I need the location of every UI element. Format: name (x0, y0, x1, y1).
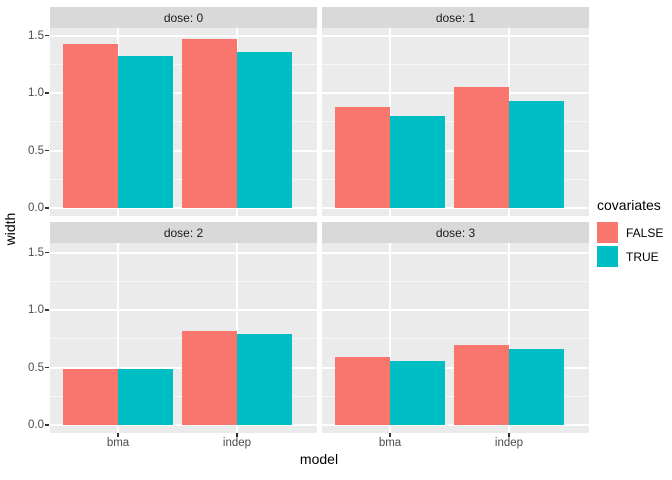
x-tick-label: indep (494, 437, 524, 449)
facet-strip: dose: 1 (322, 7, 589, 28)
y-axis-tick (45, 251, 49, 254)
x-tick-label: bma (106, 437, 130, 449)
y-axis-tick (45, 207, 49, 209)
legend-entry-false: FALSE (597, 222, 672, 243)
y-axis-tick (45, 34, 49, 37)
facet-strip: dose: 3 (322, 222, 589, 243)
x-axis-title: model (299, 451, 339, 467)
y-tick-label: 0.0 (28, 202, 44, 214)
gridline-major-vertical (117, 243, 119, 433)
gridline-minor (50, 280, 317, 282)
bar-indep-false (182, 38, 237, 208)
gridline-major (322, 207, 589, 209)
bar-bma-true (390, 116, 445, 208)
x-axis-tick (508, 433, 510, 437)
y-axis-tick (45, 149, 49, 152)
x-axis-tick (389, 433, 391, 437)
x-axis-tick (236, 433, 238, 437)
legend: covariates FALSE TRUE (597, 197, 672, 270)
bar-indep-true (237, 334, 292, 425)
bar-bma-true (118, 368, 173, 425)
y-tick-label: 1.5 (28, 246, 44, 259)
gridline-major (50, 309, 317, 311)
x-tick-label: indep (222, 437, 252, 449)
bar-indep-true (509, 349, 564, 425)
gridline-major (50, 424, 317, 426)
x-tick-label: bma (378, 437, 402, 449)
gridline-major (50, 34, 317, 37)
bar-indep-false (182, 330, 237, 425)
facet-panel (50, 243, 317, 433)
facet-panel (322, 243, 589, 433)
y-tick-label: 0.0 (28, 419, 44, 431)
y-tick-label: 1.0 (28, 87, 44, 99)
legend-swatch-false (597, 222, 618, 243)
gridline-minor (322, 280, 589, 282)
bar-indep-true (237, 51, 292, 208)
gridline-major (50, 207, 317, 209)
bar-bma-false (335, 106, 390, 208)
y-axis-tick (45, 92, 49, 94)
legend-entry-true: TRUE (597, 246, 672, 267)
y-tick-label: 1.0 (28, 304, 44, 316)
facet-strip: dose: 0 (50, 7, 317, 28)
gridline-minor (322, 63, 589, 65)
legend-swatch-true (597, 246, 618, 267)
legend-label: FALSE (626, 225, 664, 240)
gridline-major (322, 424, 589, 426)
gridline-major-vertical (508, 243, 510, 433)
gridline-major-vertical (389, 243, 391, 433)
y-tick-label: 0.5 (28, 361, 44, 374)
legend-title: covariates (597, 197, 661, 213)
y-axis-tick (45, 309, 49, 311)
y-axis-tick (45, 366, 49, 369)
bar-indep-true (509, 101, 564, 208)
y-tick-label: 1.5 (28, 29, 44, 42)
gridline-minor (322, 338, 589, 340)
bar-indep-false (454, 344, 509, 425)
y-axis-title: width (2, 212, 18, 246)
y-axis-tick (45, 424, 49, 426)
bar-bma-false (335, 357, 390, 425)
gridline-major (322, 34, 589, 37)
bar-bma-false (63, 43, 118, 208)
gridline-major (50, 251, 317, 254)
bar-bma-true (118, 56, 173, 208)
y-tick-label: 0.5 (28, 144, 44, 157)
legend-entries: FALSE TRUE (597, 222, 672, 267)
bar-indep-false (454, 87, 509, 208)
gridline-major (322, 251, 589, 254)
facet-panel (50, 28, 317, 216)
bar-bma-false (63, 368, 118, 425)
x-axis-tick (117, 433, 119, 437)
legend-label: TRUE (626, 249, 659, 264)
gridline-major (322, 309, 589, 311)
facet-panel (322, 28, 589, 216)
facet-strip: dose: 2 (50, 222, 317, 243)
bar-bma-true (390, 360, 445, 425)
